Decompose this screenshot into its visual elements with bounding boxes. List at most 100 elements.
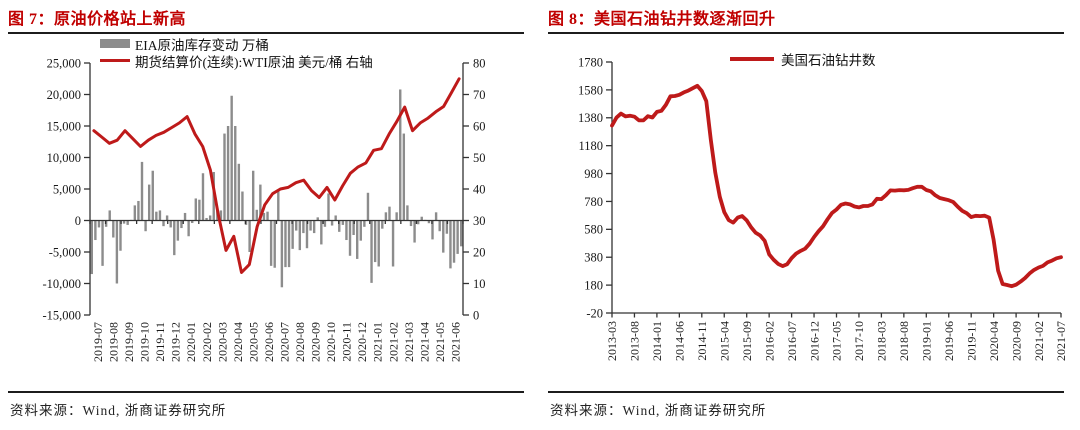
- svg-text:780: 780: [584, 195, 603, 209]
- svg-text:2016-02: 2016-02: [762, 321, 776, 361]
- svg-text:2020-07: 2020-07: [277, 322, 291, 362]
- svg-text:2020-06: 2020-06: [262, 322, 276, 362]
- svg-text:2020-09: 2020-09: [1009, 321, 1023, 361]
- figure-8-legend: 美国石油钻井数: [730, 51, 876, 68]
- inventory-bars: [90, 89, 463, 288]
- x-axis-labels: 2019-07 2019-08 2019-09 2019-10 2019-11 2019-…: [91, 322, 462, 362]
- rig-count-line: [610, 83, 1063, 289]
- svg-text:2019-12: 2019-12: [169, 322, 183, 362]
- svg-text:0: 0: [75, 214, 81, 228]
- svg-text:0: 0: [473, 308, 479, 322]
- plot-area: 1780158013801180980780580380180-202013-0…: [578, 55, 1068, 361]
- svg-text:2019-11: 2019-11: [964, 321, 978, 361]
- axes: [606, 61, 1062, 318]
- svg-text:1380: 1380: [578, 111, 603, 125]
- svg-text:15,000: 15,000: [47, 119, 81, 133]
- svg-text:10: 10: [473, 277, 486, 291]
- svg-text:2020-04: 2020-04: [231, 322, 245, 362]
- svg-text:2018-03: 2018-03: [875, 321, 889, 361]
- figure-8-source-note: 资料来源：Wind, 浙商证券研究所: [550, 403, 767, 418]
- svg-text:40: 40: [473, 182, 486, 196]
- svg-text:2020-09: 2020-09: [309, 322, 323, 362]
- bar-series-label: EIA原油库存变动 万桶: [135, 37, 269, 53]
- svg-text:2020-02: 2020-02: [200, 322, 214, 362]
- left-axis-labels: 25,000 20,000 15,000 10,000 5,000 0 -5,000 -10,…: [42, 56, 81, 322]
- svg-text:2020-11: 2020-11: [340, 322, 354, 362]
- plot-area: 25,000 20,000 15,000 10,000 5,000 0 -5,000 -10,…: [42, 56, 485, 362]
- svg-text:980: 980: [584, 167, 603, 181]
- svg-text:2017-05: 2017-05: [830, 321, 844, 361]
- svg-text:80: 80: [473, 56, 486, 70]
- legend-entry-wti: 期货结算价(连续):WTI原油 美元/桶 右轴: [100, 53, 373, 70]
- svg-text:-20: -20: [586, 306, 603, 320]
- svg-text:2014-01: 2014-01: [650, 321, 664, 361]
- svg-text:2021-02: 2021-02: [1032, 321, 1046, 361]
- wti-price-line: [92, 77, 461, 274]
- svg-text:25,000: 25,000: [47, 56, 81, 70]
- line-series-swatch: [100, 58, 130, 63]
- figure-7-title: 图 7：原油价格站上新高: [8, 11, 187, 28]
- svg-text:2019-08: 2019-08: [107, 322, 121, 362]
- svg-text:2021-06: 2021-06: [448, 322, 462, 362]
- figure-7-title-rule: [8, 32, 524, 34]
- svg-text:2021-07: 2021-07: [1054, 321, 1068, 361]
- figure-7-panel: 图 7：原油价格站上新高 EIA原油库存变动 万桶 期货结算价(连续):WTI原…: [8, 11, 524, 418]
- legend-entry-inventory: EIA原油库存变动 万桶: [100, 36, 373, 53]
- svg-text:-5,000: -5,000: [49, 245, 81, 259]
- svg-text:2015-09: 2015-09: [740, 321, 754, 361]
- us-oil-rig-count-chart: 1780158013801180980780580380180-202013-0…: [578, 55, 1068, 361]
- right-axis-labels: 80 70 60 50 40 30 20 10 0: [473, 56, 486, 322]
- svg-text:5,000: 5,000: [53, 182, 81, 196]
- svg-text:2020-08: 2020-08: [293, 322, 307, 362]
- svg-text:1780: 1780: [578, 55, 603, 69]
- figure-7-source-divider: [8, 391, 524, 393]
- svg-text:2021-04: 2021-04: [417, 322, 431, 362]
- bar-series-swatch: [100, 39, 130, 48]
- svg-text:20,000: 20,000: [47, 88, 81, 102]
- svg-text:-10,000: -10,000: [42, 277, 81, 291]
- svg-text:1180: 1180: [578, 139, 603, 153]
- svg-text:2020-03: 2020-03: [215, 322, 229, 362]
- svg-text:10,000: 10,000: [47, 151, 81, 165]
- figure-8-title-rule: [548, 32, 1064, 34]
- svg-text:380: 380: [584, 251, 603, 265]
- svg-text:2018-08: 2018-08: [897, 321, 911, 361]
- svg-text:2019-06: 2019-06: [942, 321, 956, 361]
- oil-price-inventory-chart: 25,000 20,000 15,000 10,000 5,000 0 -5,000 -10,…: [42, 56, 485, 362]
- svg-text:2014-06: 2014-06: [673, 321, 687, 361]
- svg-text:2020-01: 2020-01: [184, 322, 198, 362]
- svg-text:20: 20: [473, 245, 486, 259]
- svg-text:2016-12: 2016-12: [807, 321, 821, 361]
- legend-entry-rig-count: 美国石油钻井数: [730, 51, 876, 68]
- svg-text:2019-09: 2019-09: [122, 322, 136, 362]
- svg-text:2021-01: 2021-01: [371, 322, 385, 362]
- svg-text:2019-11: 2019-11: [153, 322, 167, 362]
- svg-text:2019-01: 2019-01: [920, 321, 934, 361]
- svg-text:2019-10: 2019-10: [138, 322, 152, 362]
- rig-count-series-swatch: [730, 56, 774, 61]
- figure-8-title: 图 8：美国石油钻井数逐渐回升: [548, 11, 776, 28]
- svg-text:1580: 1580: [578, 83, 603, 97]
- axes: [84, 62, 469, 316]
- svg-text:-15,000: -15,000: [42, 308, 81, 322]
- svg-text:50: 50: [473, 151, 486, 165]
- y-axis-labels: 1780 1580 1380 1180 980 780 580 380 180 -20: [578, 55, 603, 320]
- figure-8-panel: 图 8：美国石油钻井数逐渐回升 美国石油钻井数 1780 1580 1380 1180…: [540, 0, 1080, 430]
- svg-text:180: 180: [584, 279, 603, 293]
- svg-text:60: 60: [473, 119, 486, 133]
- svg-text:2015-04: 2015-04: [717, 321, 731, 361]
- svg-text:2021-02: 2021-02: [386, 322, 400, 362]
- svg-text:2013-08: 2013-08: [628, 321, 642, 361]
- svg-text:70: 70: [473, 88, 486, 102]
- svg-text:2013-03: 2013-03: [605, 321, 619, 361]
- svg-text:2014-11: 2014-11: [695, 321, 709, 361]
- svg-text:580: 580: [584, 223, 603, 237]
- svg-text:2020-05: 2020-05: [246, 322, 260, 362]
- svg-text:2017-10: 2017-10: [852, 321, 866, 361]
- x-axis-labels: 2013-03 2013-08 2014-01 2014-06 2014-11 2015-…: [605, 321, 1068, 361]
- svg-text:2020-04: 2020-04: [987, 321, 1001, 361]
- figure-7-source-note: 资料来源：Wind, 浙商证券研究所: [10, 403, 227, 418]
- svg-text:2021-03: 2021-03: [402, 322, 416, 362]
- figure-7-legend: EIA原油库存变动 万桶 期货结算价(连续):WTI原油 美元/桶 右轴: [100, 36, 373, 70]
